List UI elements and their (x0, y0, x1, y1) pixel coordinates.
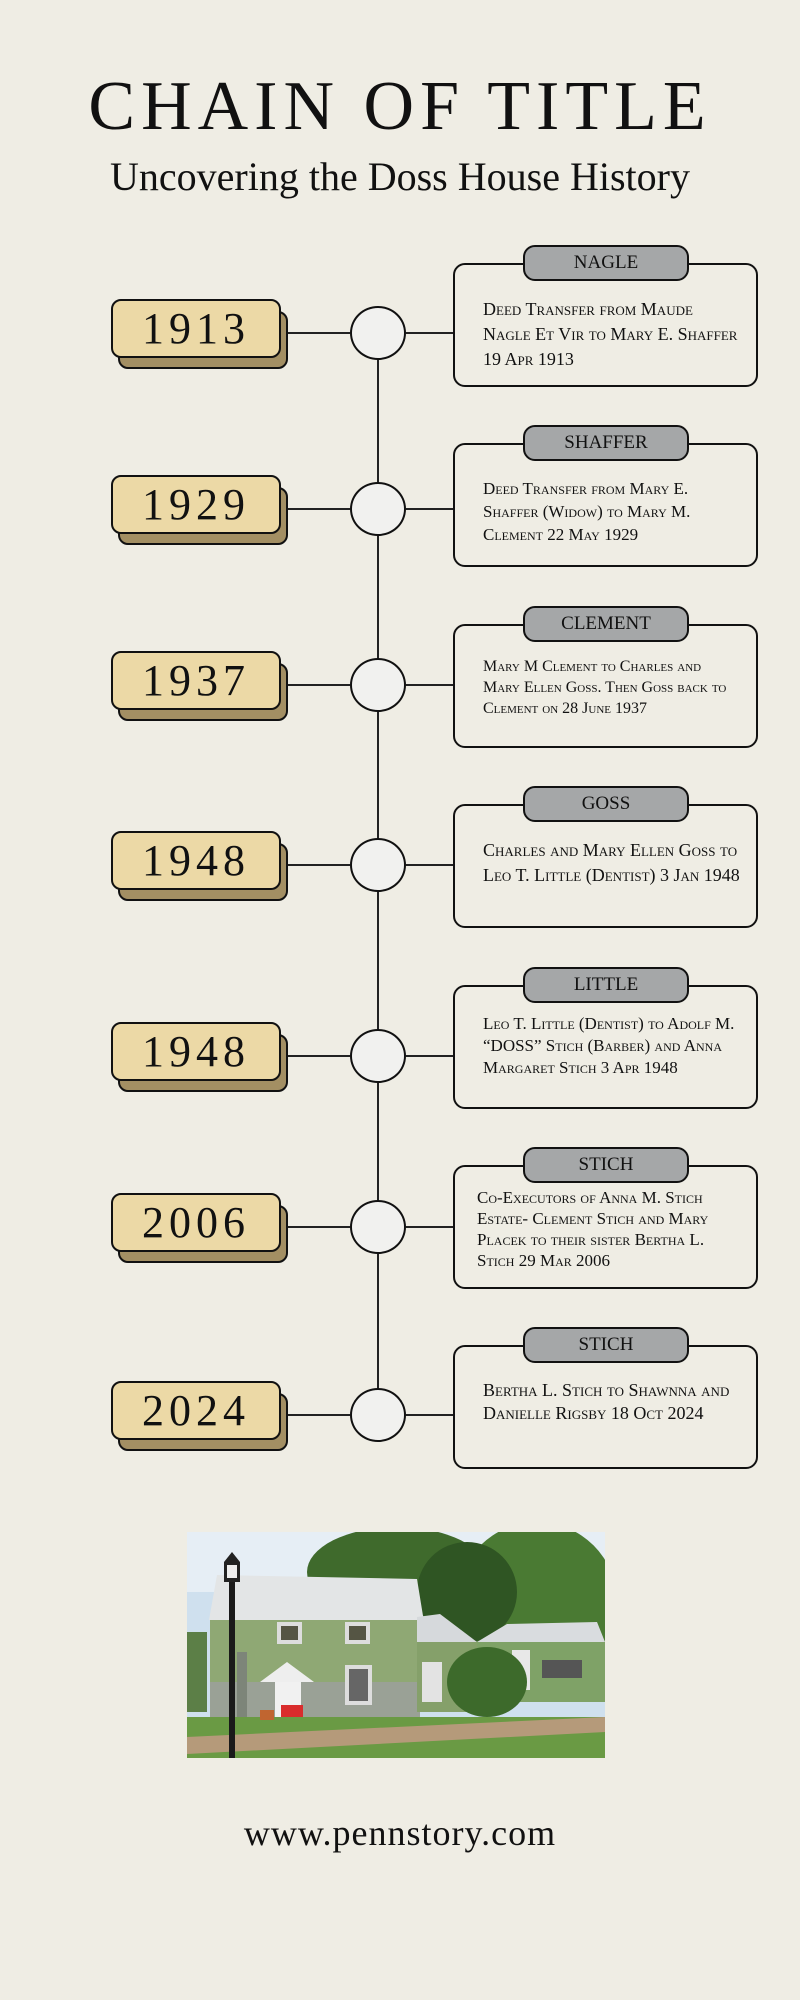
deed-card: CLEMENT Mary M Clement to Charles and Ma… (453, 606, 758, 748)
connector (288, 684, 350, 686)
deed-description: Leo T. Little (Dentist) to Adolf M. “DOS… (483, 1014, 735, 1077)
connector (406, 1226, 454, 1228)
connector (288, 1055, 350, 1057)
year-badge: 2024 (111, 1381, 281, 1440)
timeline-node (350, 1388, 406, 1442)
owner-tag: CLEMENT (523, 606, 689, 642)
connector (406, 1414, 454, 1416)
deed-description: Bertha L. Stich to Shawnna and Danielle … (483, 1380, 730, 1423)
deed-description: Deed Transfer from Mary E. Shaffer (Wido… (483, 479, 691, 544)
website-link[interactable]: www.pennstory.com (243, 1813, 557, 1853)
deed-card: GOSS Charles and Mary Ellen Goss to Leo … (453, 786, 758, 928)
timeline-node (350, 306, 406, 360)
deed-description: Deed Transfer from Maude Nagle Et Vir to… (483, 299, 738, 369)
connector (288, 1414, 350, 1416)
owner-tag: NAGLE (523, 245, 689, 281)
timeline-node (350, 1029, 406, 1083)
connector (406, 332, 454, 334)
year-badge: 1913 (111, 299, 281, 358)
owner-tag: LITTLE (523, 967, 689, 1003)
deed-description: Mary M Clement to Charles and Mary Ellen… (483, 658, 727, 717)
connector (406, 684, 454, 686)
deed-card: NAGLE Deed Transfer from Maude Nagle Et … (453, 245, 758, 387)
connector (288, 864, 350, 866)
year-badge: 1937 (111, 651, 281, 710)
connector (406, 864, 454, 866)
doss-house-photo (187, 1532, 605, 1758)
year-badge: 1948 (111, 1022, 281, 1081)
connector (288, 332, 350, 334)
owner-tag: GOSS (523, 786, 689, 822)
connector (288, 1226, 350, 1228)
deed-card: SHAFFER Deed Transfer from Mary E. Shaff… (453, 425, 758, 567)
year-badge: 2006 (111, 1193, 281, 1252)
deed-description: Charles and Mary Ellen Goss to Leo T. Li… (483, 840, 740, 885)
owner-tag: SHAFFER (523, 425, 689, 461)
deed-description: Co-Executors of Anna M. Stich Estate- Cl… (477, 1188, 709, 1270)
deed-card: LITTLE Leo T. Little (Dentist) to Adolf … (453, 967, 758, 1109)
year-badge: 1948 (111, 831, 281, 890)
timeline-node (350, 658, 406, 712)
deed-card: STICH Bertha L. Stich to Shawnna and Dan… (453, 1327, 758, 1469)
timeline-node (350, 1200, 406, 1254)
owner-tag: STICH (523, 1147, 689, 1183)
deed-card: STICH Co-Executors of Anna M. Stich Esta… (453, 1147, 758, 1289)
connector (406, 1055, 454, 1057)
page-subtitle: Uncovering the Doss House History (110, 154, 690, 199)
timeline-node (350, 482, 406, 536)
connector (288, 508, 350, 510)
page-title: CHAIN OF TITLE (88, 68, 712, 145)
timeline-node (350, 838, 406, 892)
connector (406, 508, 454, 510)
year-badge: 1929 (111, 475, 281, 534)
owner-tag: STICH (523, 1327, 689, 1363)
